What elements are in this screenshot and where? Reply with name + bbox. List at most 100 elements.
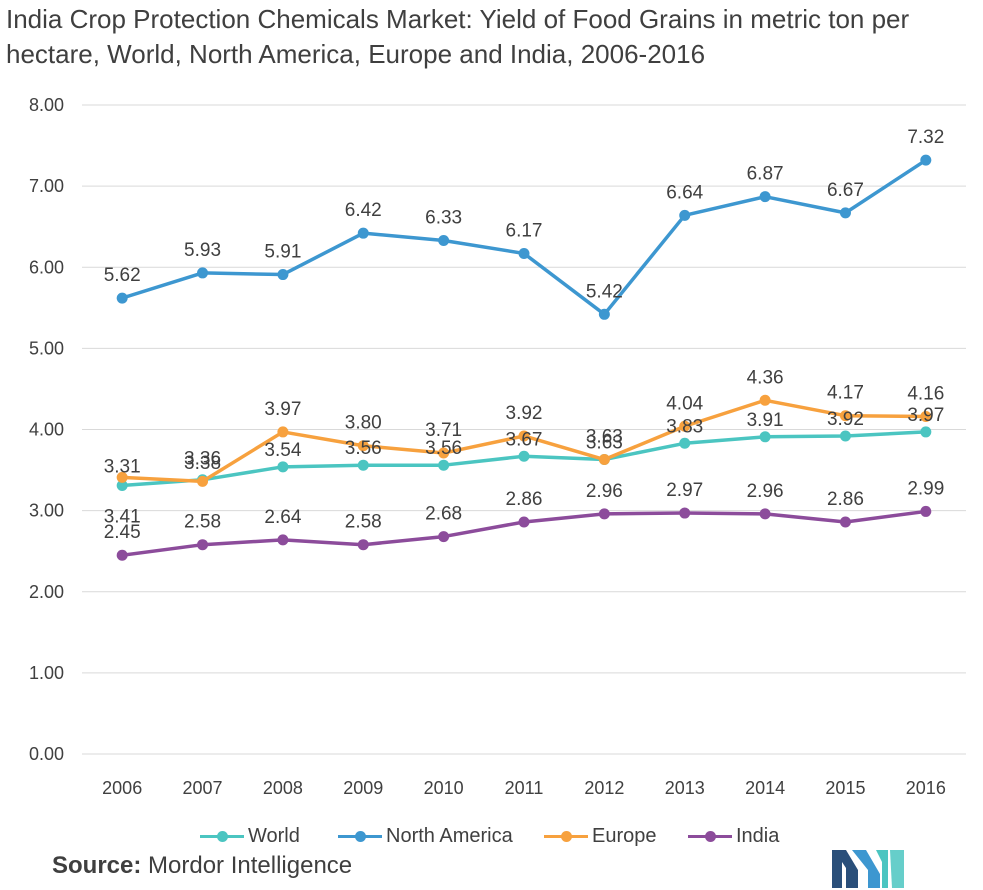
data-label-europe: 4.36 xyxy=(747,367,784,388)
data-label-world: 3.31 xyxy=(104,456,141,477)
x-tick-label: 2011 xyxy=(505,778,544,798)
data-label-india: 2.64 xyxy=(264,507,301,528)
legend-label: World xyxy=(248,824,300,847)
data-point-india xyxy=(839,516,851,528)
data-point-europe xyxy=(116,471,128,483)
data-labels: 3.31 3.38 3.54 3.56 3.56 3.67 3.63 3.83 3.91 3.92… xyxy=(104,127,945,543)
data-label-europe: 3.97 xyxy=(264,399,301,420)
legend-label: Europe xyxy=(592,824,657,847)
data-point-north-america xyxy=(197,267,209,279)
series-lines xyxy=(116,154,932,561)
data-label-world: 3.67 xyxy=(506,429,543,450)
data-label-india: 2.97 xyxy=(666,480,703,501)
data-point-india xyxy=(518,516,530,528)
y-tick-label: 8.00 xyxy=(29,95,64,115)
data-label-europe: 3.63 xyxy=(586,427,623,448)
data-label-north-america: 5.93 xyxy=(184,240,221,261)
data-point-india xyxy=(759,508,771,520)
data-label-india: 2.68 xyxy=(425,504,462,525)
source-label: Source: xyxy=(52,852,142,879)
x-tick-label: 2007 xyxy=(183,778,223,798)
data-label-north-america: 6.87 xyxy=(747,164,784,185)
data-label-north-america: 6.33 xyxy=(425,207,462,228)
data-point-india xyxy=(357,539,369,551)
legend: World North America Europe India xyxy=(0,822,983,850)
data-point-europe xyxy=(277,426,289,438)
data-point-world xyxy=(679,437,691,449)
source-value: Mordor Intelligence xyxy=(148,852,353,879)
data-label-europe: 4.04 xyxy=(666,393,703,414)
data-point-europe xyxy=(920,411,932,423)
data-label-europe: 3.41 xyxy=(104,506,141,527)
data-label-india: 2.58 xyxy=(345,512,382,533)
data-point-europe xyxy=(598,454,610,466)
data-point-india xyxy=(277,534,289,546)
data-label-india: 2.45 xyxy=(104,522,141,543)
data-point-world xyxy=(920,426,932,438)
data-label-world: 3.63 xyxy=(586,433,623,454)
data-point-world xyxy=(116,479,128,491)
source-credit: Source: Mordor Intelligence xyxy=(52,852,352,880)
data-label-north-america: 6.64 xyxy=(666,182,703,203)
data-label-india: 2.86 xyxy=(506,489,543,510)
legend-label: India xyxy=(736,824,780,847)
data-point-world xyxy=(357,459,369,471)
data-label-world: 3.91 xyxy=(747,410,784,431)
data-label-india: 2.99 xyxy=(907,478,944,499)
data-label-north-america: 6.42 xyxy=(345,200,382,221)
data-point-world xyxy=(518,450,530,462)
x-tick-label: 2013 xyxy=(665,778,705,798)
data-label-north-america: 5.62 xyxy=(104,265,141,286)
data-point-world xyxy=(839,430,851,442)
data-point-india xyxy=(116,549,128,561)
y-tick-label: 7.00 xyxy=(29,176,64,196)
data-label-north-america: 7.32 xyxy=(907,127,944,148)
data-point-north-america xyxy=(759,191,771,203)
data-label-world: 3.92 xyxy=(827,409,864,430)
data-label-world: 3.97 xyxy=(907,405,944,426)
data-point-india xyxy=(679,507,691,519)
y-tick-label: 3.00 xyxy=(29,501,64,521)
data-point-europe xyxy=(839,410,851,422)
data-point-north-america xyxy=(518,247,530,259)
x-tick-label: 2009 xyxy=(343,778,383,798)
legend-swatch xyxy=(200,830,244,842)
data-label-europe: 4.17 xyxy=(827,383,864,404)
data-point-north-america xyxy=(920,154,932,166)
data-point-north-america xyxy=(357,227,369,239)
data-label-world: 3.38 xyxy=(184,453,221,474)
x-tick-label: 2016 xyxy=(906,778,946,798)
y-axis-ticks: 0.00 1.00 2.00 3.00 4.00 5.00 6.00 7.00 8.00 xyxy=(29,95,64,764)
data-label-india: 2.58 xyxy=(184,512,221,533)
data-point-europe xyxy=(518,430,530,442)
legend-label: North America xyxy=(386,824,513,847)
data-label-north-america: 6.17 xyxy=(506,220,543,241)
data-point-europe xyxy=(197,475,209,487)
x-tick-label: 2008 xyxy=(263,778,303,798)
x-axis-ticks: 2006 2007 2008 2009 2010 2011 2012 2013 2014 2015… xyxy=(102,778,946,798)
data-label-europe: 3.36 xyxy=(184,448,221,469)
x-tick-label: 2015 xyxy=(825,778,865,798)
mordor-intelligence-logo xyxy=(832,850,904,888)
x-tick-label: 2006 xyxy=(102,778,142,798)
data-point-north-america xyxy=(277,269,289,281)
y-tick-label: 2.00 xyxy=(29,582,64,602)
data-point-world xyxy=(277,461,289,473)
y-tick-label: 1.00 xyxy=(29,663,64,683)
data-label-world: 3.56 xyxy=(345,438,382,459)
legend-item-world: World xyxy=(200,822,300,850)
legend-swatch xyxy=(688,830,732,842)
data-label-north-america: 5.42 xyxy=(586,281,623,302)
line-chart: 0.00 1.00 2.00 3.00 4.00 5.00 6.00 7.00 8.00 200… xyxy=(29,95,966,798)
data-point-europe xyxy=(357,440,369,452)
data-point-india xyxy=(197,539,209,551)
data-label-india: 2.96 xyxy=(747,481,784,502)
x-tick-label: 2014 xyxy=(745,778,785,798)
data-point-north-america xyxy=(438,234,450,246)
data-label-world: 3.56 xyxy=(425,438,462,459)
legend-swatch xyxy=(338,830,382,842)
data-label-europe: 4.16 xyxy=(907,384,944,405)
data-point-europe xyxy=(438,447,450,459)
data-label-europe: 3.92 xyxy=(506,403,543,424)
data-point-north-america xyxy=(598,308,610,320)
